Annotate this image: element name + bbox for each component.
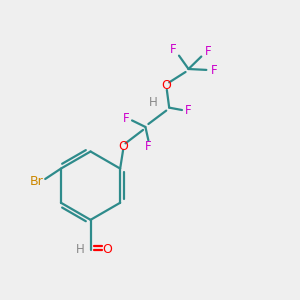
Text: O: O bbox=[161, 79, 171, 92]
Text: H: H bbox=[149, 96, 158, 109]
Text: F: F bbox=[170, 43, 177, 56]
Text: Br: Br bbox=[29, 176, 43, 188]
Text: O: O bbox=[102, 243, 112, 256]
Text: F: F bbox=[185, 104, 192, 117]
Text: F: F bbox=[145, 140, 152, 153]
Text: F: F bbox=[211, 64, 217, 77]
Text: F: F bbox=[123, 112, 129, 124]
Text: O: O bbox=[118, 140, 128, 153]
Text: H: H bbox=[76, 243, 85, 256]
Text: F: F bbox=[205, 45, 211, 58]
